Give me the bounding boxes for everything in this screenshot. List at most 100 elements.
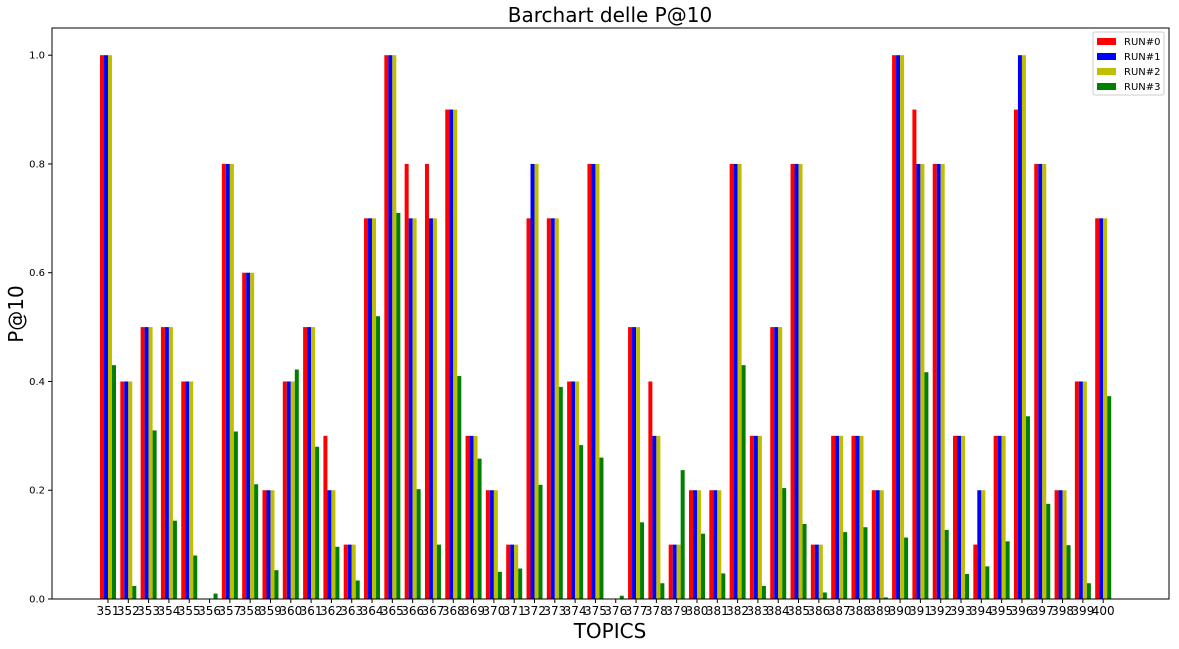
bar-run3-358	[254, 484, 259, 599]
x-tick-label: 351	[97, 604, 120, 618]
bar-run0-379	[668, 544, 673, 599]
bar-run1-378	[652, 435, 657, 599]
x-tick-label: 378	[645, 604, 668, 618]
bar-run0-370	[485, 490, 490, 599]
bar-run2-362	[331, 490, 336, 599]
bar-run3-392	[944, 529, 949, 599]
bar-run0-394	[973, 544, 978, 599]
x-tick-label: 361	[300, 604, 323, 618]
bar-run2-357	[229, 163, 234, 599]
bar-run3-391	[924, 372, 929, 599]
bar-run0-395	[993, 435, 998, 599]
bar-run0-371	[506, 544, 511, 599]
bar-run1-377	[632, 327, 637, 599]
bar-run1-386	[814, 544, 819, 599]
bar-run1-385	[794, 163, 799, 599]
x-tick-label: 400	[1092, 604, 1115, 618]
bar-run0-382	[729, 163, 734, 599]
bar-run2-396	[1021, 55, 1026, 599]
bar-run3-400	[1107, 396, 1112, 599]
x-tick-label: 363	[340, 604, 363, 618]
x-tick-label: 355	[178, 604, 201, 618]
x-tick-label: 372	[523, 604, 546, 618]
bar-run0-373	[546, 218, 551, 600]
bar-run3-363	[355, 580, 360, 599]
bar-run0-367	[424, 163, 429, 599]
bar-run1-363	[347, 544, 352, 599]
bar-run0-377	[628, 327, 633, 599]
bar-run0-389	[871, 490, 876, 599]
bar-run1-359	[266, 490, 271, 599]
bar-run0-365	[384, 55, 389, 599]
x-tick-label: 385	[787, 604, 810, 618]
bar-run3-355	[193, 555, 198, 599]
x-tick-label: 354	[157, 604, 180, 618]
bar-run1-353	[144, 327, 149, 599]
bar-run0-399	[1074, 381, 1079, 599]
bar-run2-370	[493, 490, 498, 599]
bar-run3-398	[1066, 545, 1071, 599]
bar-run3-365	[396, 212, 401, 599]
bar-run3-370	[497, 571, 502, 599]
x-tick-label: 353	[137, 604, 160, 618]
bar-run1-362	[327, 490, 332, 599]
bar-run2-394	[981, 490, 986, 599]
bar-run2-393	[961, 435, 966, 599]
bar-run0-374	[567, 381, 572, 599]
bar-run3-373	[558, 386, 563, 599]
x-tick-label: 358	[239, 604, 262, 618]
bar-run0-359	[262, 490, 267, 599]
bar-run3-382	[741, 365, 746, 599]
bar-run1-395	[997, 435, 1002, 599]
bar-run3-389	[883, 597, 888, 599]
bar-run2-379	[676, 544, 681, 599]
bar-run2-400	[1103, 218, 1108, 600]
bar-run0-378	[648, 381, 653, 599]
bar-run2-398	[1062, 490, 1067, 599]
bar-run2-364	[372, 218, 377, 600]
bar-run0-375	[587, 163, 592, 599]
bar-run2-353	[148, 327, 153, 599]
bars-layer	[100, 55, 1112, 600]
bar-run1-374	[571, 381, 576, 599]
bar-run2-388	[859, 435, 864, 599]
bar-run2-392	[940, 163, 945, 599]
bar-run3-394	[985, 566, 990, 599]
legend-swatch-run2	[1097, 68, 1116, 75]
bar-run3-396	[1025, 416, 1030, 599]
bar-run3-362	[335, 546, 340, 599]
y-tick-label: 0.4	[29, 377, 45, 388]
bar-run0-391	[912, 109, 917, 600]
bar-run3-381	[721, 573, 726, 599]
bar-run2-377	[636, 327, 641, 599]
bar-run0-390	[892, 55, 897, 599]
bar-run0-372	[526, 218, 531, 600]
bar-run1-396	[1017, 55, 1022, 599]
bar-run1-383	[753, 435, 758, 599]
x-tick-label: 395	[990, 604, 1013, 618]
chart-title: Barchart delle P@10	[508, 3, 712, 27]
x-tick-label: 359	[259, 604, 282, 618]
bar-run3-393	[965, 573, 970, 599]
bar-run3-375	[599, 457, 604, 599]
bar-run1-360	[286, 381, 291, 599]
x-tick-label: 352	[117, 604, 140, 618]
bar-run1-387	[835, 435, 840, 599]
x-tick-label: 373	[543, 604, 566, 618]
bar-run0-396	[1013, 109, 1018, 600]
bar-run3-351	[112, 365, 116, 599]
bar-run1-392	[936, 163, 941, 599]
bar-run0-354	[160, 327, 165, 599]
y-tick-label: 0.8	[29, 159, 45, 170]
bar-run2-397	[1042, 163, 1047, 599]
bar-run0-355	[181, 381, 186, 599]
bar-run0-383	[749, 435, 754, 599]
bar-run3-364	[376, 316, 381, 599]
bar-run1-351	[104, 55, 108, 599]
bar-run1-369	[469, 435, 474, 599]
bar-run1-368	[449, 109, 454, 600]
bar-run3-387	[843, 532, 848, 599]
bar-run1-394	[977, 490, 982, 599]
x-tick-label: 380	[686, 604, 709, 618]
bar-run2-375	[595, 163, 600, 599]
